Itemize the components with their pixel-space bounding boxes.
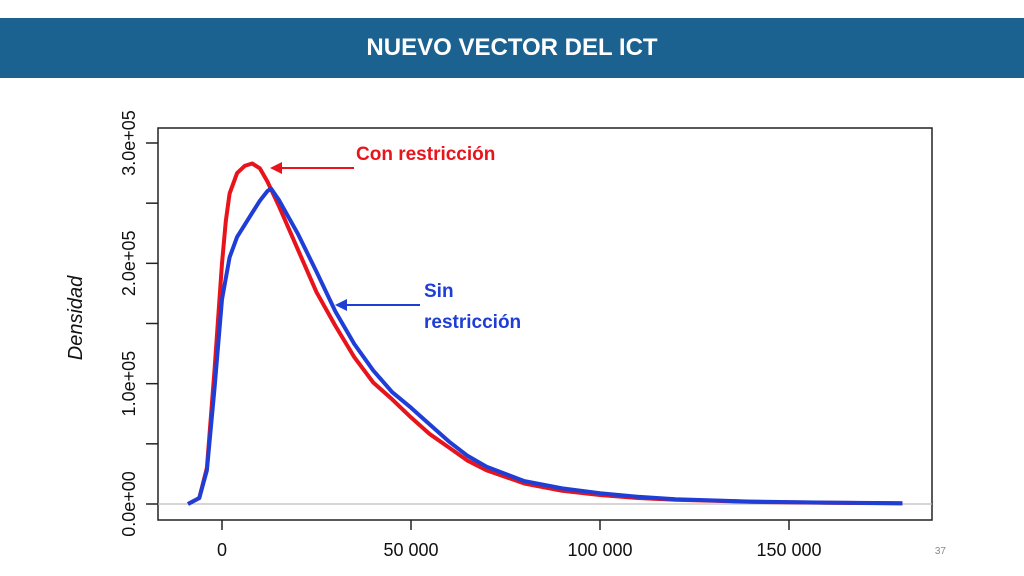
y-axis-title: Densidad: [65, 275, 87, 360]
series-line-con-restriccion: [187, 161, 903, 506]
annotation-sin-arrowhead: [335, 299, 347, 311]
series-line-sin-restriccion: [187, 186, 903, 506]
y-tick-label: 0.0e+00: [119, 471, 139, 537]
y-tick-label: 1.0e+05: [119, 351, 139, 417]
plot-frame: [157, 127, 933, 521]
title-bar: NUEVO VECTOR DEL ICT: [0, 18, 1024, 78]
y-tick-label: 3.0e+05: [119, 110, 139, 176]
annotation-con-arrowhead: [270, 162, 282, 174]
x-tick-label: 0: [217, 540, 227, 560]
y-tick-label: 2.0e+05: [119, 231, 139, 297]
slide-title: NUEVO VECTOR DEL ICT: [366, 34, 658, 61]
annotation-sin-restriccion-line2: restricción: [424, 312, 521, 333]
x-tick-label: 50 000: [383, 540, 438, 560]
page-number: 37: [934, 546, 946, 557]
annotation-sin-restriccion-line1: Sin: [424, 281, 454, 302]
x-tick-label: 150 000: [756, 540, 821, 560]
annotation-con-restriccion: Con restricción: [356, 144, 495, 165]
x-tick-label: 100 000: [567, 540, 632, 560]
